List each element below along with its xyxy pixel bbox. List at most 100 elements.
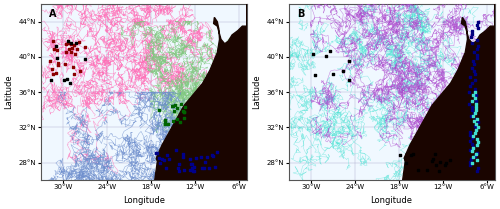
Point: [466, 35, 474, 39]
Point: [67, 41, 75, 45]
Point: [158, 157, 166, 161]
Point: [67, 50, 75, 54]
Point: [472, 99, 480, 103]
Point: [176, 102, 184, 106]
Point: [70, 72, 78, 76]
Point: [470, 51, 478, 54]
Point: [54, 63, 62, 66]
Point: [423, 168, 431, 172]
Point: [180, 156, 188, 159]
Point: [186, 157, 194, 161]
Point: [190, 169, 198, 173]
Point: [472, 108, 480, 111]
Point: [76, 41, 84, 44]
Point: [472, 152, 480, 155]
Point: [473, 57, 481, 60]
Point: [48, 78, 56, 82]
Point: [474, 45, 482, 48]
Point: [472, 72, 480, 75]
Point: [69, 66, 77, 69]
Point: [474, 167, 482, 170]
Point: [180, 110, 188, 114]
Point: [74, 47, 82, 50]
Point: [198, 166, 206, 169]
Point: [472, 78, 480, 82]
Point: [208, 154, 216, 158]
Point: [171, 103, 179, 106]
Point: [466, 161, 473, 164]
Point: [192, 157, 200, 160]
Point: [432, 163, 440, 167]
Text: B: B: [297, 9, 304, 19]
Point: [472, 127, 480, 130]
Point: [54, 49, 62, 52]
Point: [52, 44, 60, 48]
Point: [345, 78, 353, 81]
Y-axis label: Latitude: Latitude: [4, 75, 13, 110]
Point: [172, 117, 180, 121]
Point: [326, 49, 334, 53]
Point: [160, 119, 168, 122]
Point: [410, 152, 418, 155]
Point: [203, 155, 211, 158]
Point: [402, 161, 409, 165]
Point: [168, 104, 175, 108]
Point: [468, 149, 476, 152]
Point: [474, 54, 482, 57]
Point: [188, 163, 196, 166]
Point: [470, 120, 478, 123]
Polygon shape: [402, 4, 494, 180]
Point: [49, 39, 57, 42]
Point: [473, 137, 481, 141]
Point: [174, 166, 182, 170]
Point: [472, 151, 480, 155]
Point: [52, 71, 60, 74]
Point: [198, 155, 205, 158]
Point: [472, 129, 480, 132]
Point: [468, 81, 476, 84]
Point: [472, 90, 480, 94]
Point: [465, 102, 473, 106]
Point: [469, 60, 477, 63]
Point: [72, 41, 80, 45]
Point: [156, 161, 164, 165]
Point: [469, 155, 477, 158]
Point: [474, 20, 482, 23]
Point: [170, 119, 177, 123]
Point: [407, 153, 415, 157]
Point: [155, 108, 163, 112]
Point: [473, 38, 481, 42]
Point: [471, 131, 479, 135]
Point: [311, 74, 319, 77]
Point: [428, 160, 436, 163]
Point: [80, 57, 88, 60]
Point: [49, 73, 57, 76]
Point: [66, 81, 74, 84]
Point: [466, 139, 473, 143]
Point: [468, 161, 476, 164]
Point: [66, 48, 74, 51]
Point: [441, 163, 449, 166]
Point: [201, 160, 209, 163]
Point: [469, 134, 477, 138]
Point: [152, 151, 160, 155]
Point: [164, 122, 172, 126]
Point: [468, 93, 476, 97]
Point: [212, 165, 220, 168]
Point: [48, 67, 56, 70]
Point: [474, 48, 482, 51]
Point: [472, 102, 480, 106]
Point: [468, 146, 476, 149]
Point: [471, 111, 479, 114]
Point: [474, 143, 482, 147]
Point: [71, 52, 79, 55]
Point: [189, 169, 197, 172]
Point: [470, 124, 478, 127]
Point: [62, 43, 70, 46]
Point: [54, 56, 62, 59]
Point: [468, 29, 476, 33]
Point: [344, 59, 352, 62]
Point: [64, 40, 72, 43]
Point: [436, 169, 444, 173]
Polygon shape: [154, 4, 247, 180]
